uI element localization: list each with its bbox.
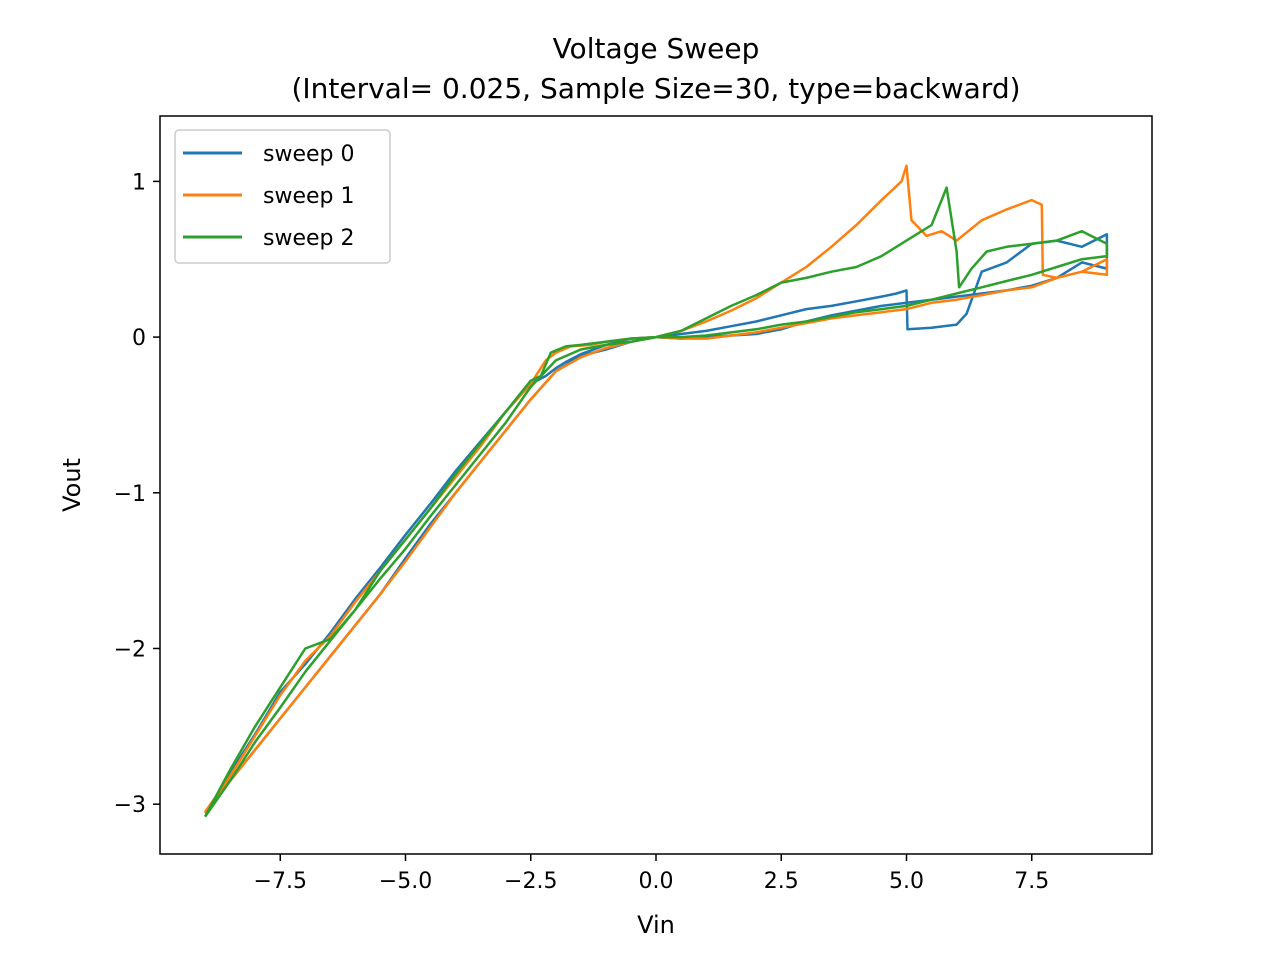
chart-subtitle: (Interval= 0.025, Sample Size=30, type=b… bbox=[291, 72, 1020, 105]
series-line-1 bbox=[204, 164, 1109, 815]
x-axis-ticks: −7.5 −5.0 −2.5 0.0 2.5 5.0 7.5 bbox=[254, 854, 1049, 894]
legend: sweep 0 sweep 1 sweep 2 bbox=[174, 129, 391, 264]
x-axis-label: Vin bbox=[637, 911, 675, 939]
y-tick-label: −3 bbox=[114, 793, 146, 818]
y-tick-label: 0 bbox=[132, 326, 146, 351]
x-tick-label: 7.5 bbox=[1014, 869, 1049, 894]
legend-label-0: sweep 0 bbox=[263, 142, 354, 167]
x-tick-label: 0.0 bbox=[639, 869, 674, 894]
series-line-2 bbox=[203, 186, 1109, 818]
x-tick-label: 2.5 bbox=[764, 869, 799, 894]
x-tick-label: −5.0 bbox=[379, 869, 432, 894]
legend-box bbox=[174, 129, 391, 264]
legend-label-1: sweep 1 bbox=[263, 184, 354, 209]
y-tick-label: −2 bbox=[114, 637, 146, 662]
y-axis-ticks: −3 −2 −1 0 1 bbox=[114, 170, 160, 818]
x-tick-label: −7.5 bbox=[254, 869, 307, 894]
y-tick-label: −1 bbox=[114, 482, 146, 507]
x-tick-label: 5.0 bbox=[889, 869, 924, 894]
x-tick-label: −2.5 bbox=[504, 869, 557, 894]
series-layer bbox=[203, 164, 1109, 818]
y-axis-label: Vout bbox=[58, 458, 86, 512]
chart-title: Voltage Sweep bbox=[553, 32, 760, 65]
legend-label-2: sweep 2 bbox=[263, 226, 354, 251]
y-tick-label: 1 bbox=[132, 170, 146, 195]
